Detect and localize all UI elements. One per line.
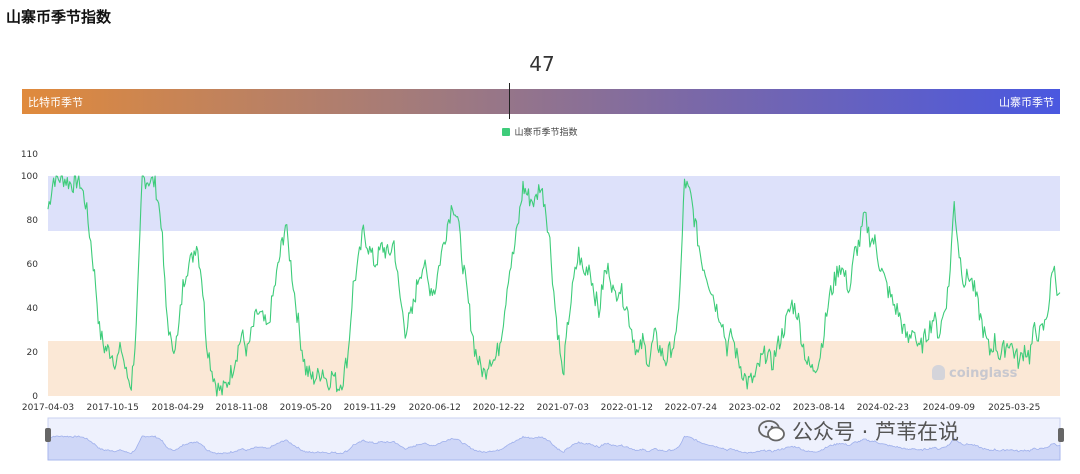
wechat-watermark-text: 公众号 · 芦苇在说 — [792, 420, 960, 444]
gauge-value: 47 — [529, 52, 555, 76]
x-tick-label: 2017-10-15 — [87, 403, 139, 413]
x-tick-label: 2023-02-02 — [729, 403, 781, 413]
x-tick-label: 2020-12-22 — [473, 403, 525, 413]
zoom-slider-overview — [47, 435, 1061, 461]
y-tick-label: 20 — [27, 348, 39, 358]
coinglass-watermark: coinglass — [932, 365, 1017, 381]
x-tick-label: 2020-06-12 — [409, 403, 461, 413]
x-tick-label: 2021-07-03 — [537, 403, 589, 413]
wechat-watermark: 公众号 · 芦苇在说 — [758, 416, 959, 446]
series-line — [47, 175, 1061, 397]
gauge-left-label: 比特币季节 — [28, 96, 83, 109]
zone-band-0 — [48, 341, 1060, 396]
x-tick-label: 2022-01-12 — [601, 403, 653, 413]
zoom-slider-right-handle[interactable] — [1058, 428, 1064, 442]
x-tick-label: 2022-07-24 — [665, 403, 718, 413]
legend-label: 山寨币季节指数 — [514, 128, 578, 138]
chart-legend[interactable]: 山寨币季节指数 — [0, 125, 1080, 138]
coinglass-logo-icon — [932, 365, 945, 380]
x-tick-label: 2024-09-09 — [923, 403, 976, 413]
y-tick-label: 110 — [21, 150, 38, 160]
x-tick-label: 2018-04-29 — [152, 403, 205, 413]
x-tick-label: 2024-02-23 — [857, 403, 909, 413]
x-tick-label: 2019-11-29 — [344, 403, 397, 413]
gauge-right-label: 山寨币季节 — [999, 96, 1054, 109]
coinglass-watermark-text: coinglass — [949, 366, 1018, 381]
wechat-icon — [758, 420, 785, 442]
zoom-slider-left-handle[interactable] — [45, 428, 51, 442]
y-tick-label: 80 — [27, 216, 39, 226]
page-title: 山寨币季节指数 — [6, 8, 112, 26]
y-tick-label: 100 — [21, 172, 38, 182]
gauge-marker — [509, 83, 511, 119]
gauge-bar: 比特币季节 山寨币季节 — [22, 83, 1060, 119]
x-tick-label: 2023-08-14 — [793, 403, 846, 413]
y-tick-label: 40 — [27, 304, 39, 314]
y-tick-label: 0 — [32, 392, 38, 402]
y-tick-label: 60 — [27, 260, 39, 270]
x-tick-label: 2019-05-20 — [280, 403, 333, 413]
x-tick-label: 2025-03-25 — [988, 403, 1040, 413]
legend-swatch-icon — [502, 128, 511, 136]
zone-band-1 — [48, 176, 1060, 231]
x-tick-label: 2018-11-08 — [216, 403, 269, 413]
x-tick-label: 2017-04-03 — [22, 403, 74, 413]
